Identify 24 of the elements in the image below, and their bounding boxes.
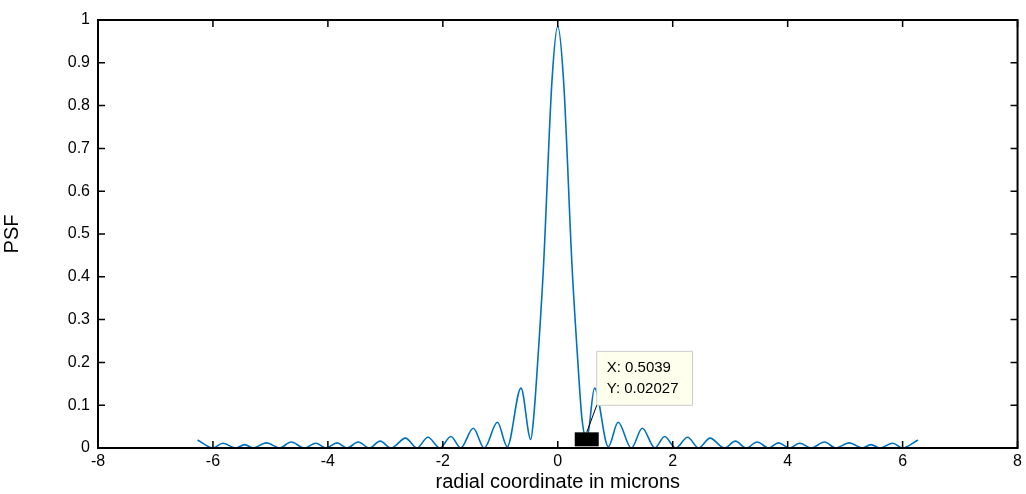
x-tick-label: 6	[898, 452, 908, 470]
y-tick-label: 0.2	[67, 352, 91, 370]
x-tick-label: 4	[783, 452, 793, 470]
y-axis-title: PSF	[0, 214, 22, 254]
y-tick-label: 1	[81, 10, 91, 28]
y-tick-label: 0.1	[67, 395, 91, 413]
x-tick-label: -4	[320, 452, 336, 470]
x-tick-label: 8	[1013, 452, 1023, 470]
y-tick-label: 0.9	[67, 53, 91, 71]
x-tick-label: -2	[435, 452, 451, 470]
y-tick-label: 0.4	[67, 267, 91, 285]
y-tick-label: 0.5	[67, 224, 91, 242]
x-tick-label: -6	[205, 452, 221, 470]
x-tick-label: 0	[553, 452, 563, 470]
y-tick-label: 0	[81, 438, 91, 456]
y-tick-label: 0.6	[67, 181, 91, 199]
line-series	[197, 25, 919, 448]
y-tick-label: 0.8	[67, 96, 91, 114]
annotation: X: 0.5039 Y: 0.02027	[606, 358, 679, 397]
x-tick-label: 2	[668, 452, 678, 470]
y-tick-label: 0.3	[67, 310, 91, 328]
x-tick-label: -8	[90, 452, 106, 470]
y-tick-label: 0.7	[67, 138, 91, 156]
x-axis-title: radial coordinate in microns	[435, 469, 681, 492]
